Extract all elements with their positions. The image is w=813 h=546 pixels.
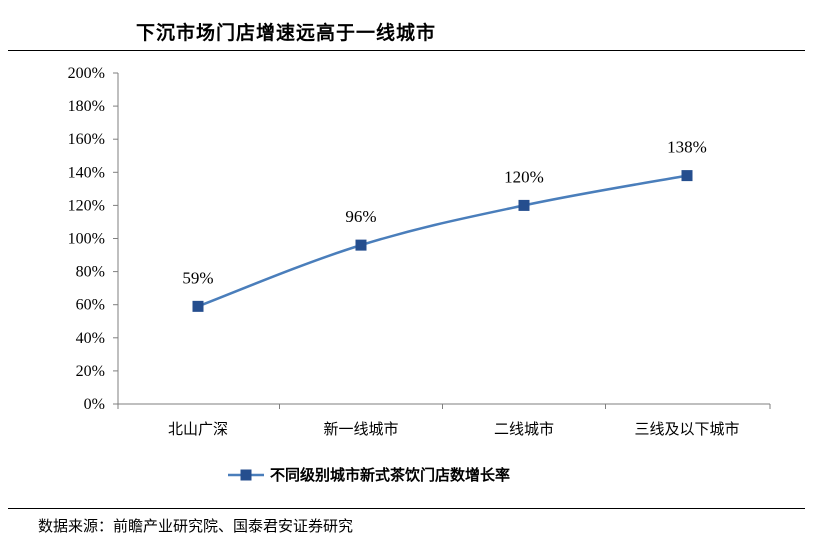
- x-category-label: 北山广深: [168, 420, 228, 438]
- bottom-divider: [8, 508, 805, 509]
- y-tick-label: 60%: [76, 297, 105, 314]
- data-label: 138%: [667, 138, 707, 157]
- x-category-label: 三线及以下城市: [634, 420, 739, 438]
- legend-marker: [240, 469, 252, 481]
- data-point-marker: [355, 239, 367, 251]
- source-note: 数据来源：前瞻产业研究院、国泰君安证券研究: [38, 517, 354, 535]
- series-group: 59% 96% 120% 138%: [182, 138, 707, 312]
- legend: 不同级别城市新式茶饮门店数增长率: [228, 466, 510, 484]
- data-point-marker: [192, 300, 204, 312]
- chart-title: 下沉市场门店增速远高于一线城市: [136, 22, 437, 44]
- y-tick-label: 180%: [68, 98, 105, 115]
- y-tick-label: 100%: [68, 231, 105, 248]
- y-tick-label: 120%: [68, 197, 105, 214]
- data-label: 120%: [504, 167, 544, 186]
- series-line: [197, 174, 688, 308]
- y-tick-label: 200%: [68, 65, 105, 82]
- y-tick-label: 140%: [68, 164, 105, 181]
- legend-label: 不同级别城市新式茶饮门店数增长率: [270, 466, 510, 484]
- x-category-label: 新一线城市: [323, 420, 398, 438]
- y-tick-label: 40%: [76, 330, 105, 347]
- x-category-label: 二线城市: [494, 420, 554, 438]
- x-axis: 北山广深 新一线城市 二线城市 三线及以下城市: [117, 403, 771, 438]
- y-axis: 0% 20% 40% 60% 80% 100% 120% 140% 160% 180% 200%: [68, 65, 119, 413]
- y-tick-label: 20%: [76, 363, 105, 380]
- top-divider: [8, 50, 805, 51]
- data-point-marker: [518, 199, 530, 211]
- y-tick-label: 80%: [76, 264, 105, 281]
- data-label: 59%: [182, 268, 213, 287]
- data-point-marker: [681, 170, 693, 182]
- y-tick-label: 160%: [68, 131, 105, 148]
- y-tick-label: 0%: [84, 396, 105, 413]
- data-label: 96%: [345, 207, 376, 226]
